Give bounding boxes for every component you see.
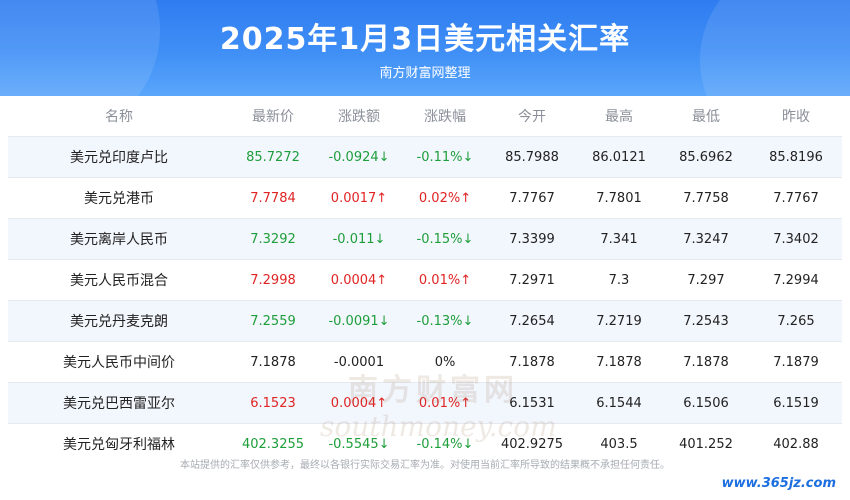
header-banner: 2025年1月3日美元相关汇率 南方财富网整理 <box>0 0 850 96</box>
cell-prev: 7.1879 <box>773 354 819 370</box>
cell-low: 85.6962 <box>662 136 750 178</box>
cell-change: -0.5545↓ <box>328 436 390 452</box>
rates-table: 名称 最新价 涨跌额 涨跌幅 今开 最高 最低 昨收 美元兑印度卢比 85.727… <box>8 96 842 464</box>
cell-high: 7.7801 <box>596 190 642 206</box>
cell-open: 7.1878 <box>509 354 555 370</box>
cell-pct: -0.11%↓ <box>402 136 488 178</box>
cell-pct: -0.13%↓ <box>402 300 488 342</box>
cell-pct: 0.02%↑ <box>418 190 472 206</box>
cell-high: 7.2719 <box>576 300 662 342</box>
cell-low: 7.7758 <box>683 190 729 206</box>
cell-change: -0.0001 <box>333 354 385 370</box>
cell-open: 7.2654 <box>488 300 576 342</box>
table-row: 美元兑印度卢比 85.7272 -0.0924↓ -0.11%↓ 85.7988 86.0… <box>8 136 842 178</box>
disclaimer-text: 本站提供的汇率仅供参考，最终以各银行实际交易汇率为准。对使用当前汇率所导致的结果… <box>180 460 670 471</box>
cell-name: 美元人民币中间价 <box>63 355 175 371</box>
col-header-change: 涨跌额 <box>338 109 380 125</box>
cell-name: 美元兑匈牙利福林 <box>63 437 175 453</box>
cell-prev: 7.2994 <box>773 272 819 288</box>
cell-high: 403.5 <box>600 436 638 452</box>
decor-circle <box>700 0 850 96</box>
cell-low: 7.1878 <box>683 354 729 370</box>
cell-name: 美元兑巴西雷亚尔 <box>8 382 230 424</box>
cell-change: 0.0004↑ <box>330 272 388 288</box>
cell-change: -0.011↓ <box>316 218 402 260</box>
cell-open: 7.2971 <box>509 272 555 288</box>
cell-low: 401.252 <box>679 436 733 452</box>
cell-change: -0.0924↓ <box>316 136 402 178</box>
col-header-pct: 涨跌幅 <box>424 109 466 125</box>
cell-name: 美元离岸人民币 <box>8 218 230 260</box>
cell-low: 7.3247 <box>662 218 750 260</box>
cell-name: 美元兑丹麦克朗 <box>8 300 230 342</box>
cell-open: 7.3399 <box>488 218 576 260</box>
site-watermark: www.365jz.com <box>721 476 836 491</box>
cell-open: 7.7767 <box>509 190 555 206</box>
cell-prev: 402.88 <box>773 436 819 452</box>
cell-prev: 6.1519 <box>750 382 842 424</box>
cell-latest: 6.1523 <box>230 382 316 424</box>
cell-pct: -0.14%↓ <box>416 436 474 452</box>
table-header-row: 名称 最新价 涨跌额 涨跌幅 今开 最高 最低 昨收 <box>8 96 842 137</box>
cell-name: 美元人民币混合 <box>70 273 168 289</box>
table-row: 美元兑丹麦克朗 7.2559 -0.0091↓ -0.13%↓ 7.2654 7.2719… <box>8 300 842 342</box>
table-row: 美元离岸人民币 7.3292 -0.011↓ -0.15%↓ 7.3399 7.341 7.… <box>8 218 842 260</box>
table-row: 美元人民币混合 7.2998 0.0004↑ 0.01%↑ 7.2971 7.3 7.297… <box>8 259 842 301</box>
cell-latest: 7.2998 <box>250 272 296 288</box>
table-row: 美元兑港币 7.7784 0.0017↑ 0.02%↑ 7.7767 7.7801 7.77… <box>8 177 842 219</box>
col-header-high: 最高 <box>605 109 633 125</box>
cell-open: 402.9275 <box>500 436 564 452</box>
decor-circle <box>0 0 160 96</box>
cell-low: 7.297 <box>687 272 725 288</box>
cell-name: 美元兑港币 <box>84 191 154 207</box>
cell-low: 7.2543 <box>662 300 750 342</box>
cell-high: 6.1544 <box>576 382 662 424</box>
page-title: 2025年1月3日美元相关汇率 <box>219 22 631 57</box>
table-row: 美元兑巴西雷亚尔 6.1523 0.0004↑ 0.01%↑ 6.1531 6.1544 6… <box>8 382 842 424</box>
cell-open: 85.7988 <box>488 136 576 178</box>
table-row: 美元人民币中间价 7.1878 -0.0001 0% 7.1878 7.1878 7.187… <box>8 341 842 383</box>
cell-pct: 0.01%↑ <box>418 272 472 288</box>
cell-latest: 7.1878 <box>250 354 296 370</box>
cell-change: 0.0017↑ <box>330 190 388 206</box>
cell-prev: 7.7767 <box>773 190 819 206</box>
cell-prev: 85.8196 <box>750 136 842 178</box>
cell-latest: 402.3255 <box>241 436 305 452</box>
cell-high: 86.0121 <box>576 136 662 178</box>
cell-latest: 85.7272 <box>230 136 316 178</box>
cell-latest: 7.2559 <box>230 300 316 342</box>
cell-high: 7.3 <box>608 272 630 288</box>
cell-latest: 7.7784 <box>250 190 296 206</box>
table-row: 美元兑匈牙利福林 402.3255 -0.5545↓ -0.14%↓ 402.9275 4… <box>8 423 842 465</box>
cell-pct: -0.15%↓ <box>402 218 488 260</box>
page-subtitle: 南方财富网整理 <box>379 66 471 81</box>
col-header-name: 名称 <box>105 109 133 125</box>
cell-prev: 7.3402 <box>750 218 842 260</box>
rates-card: 名称 最新价 涨跌额 涨跌幅 今开 最高 最低 昨收 美元兑印度卢比 85.727… <box>8 96 842 453</box>
cell-change: 0.0004↑ <box>316 382 402 424</box>
col-header-prev: 昨收 <box>782 109 810 125</box>
cell-pct: 0.01%↑ <box>402 382 488 424</box>
cell-name: 美元兑印度卢比 <box>8 136 230 178</box>
col-header-low: 最低 <box>692 109 720 125</box>
cell-open: 6.1531 <box>488 382 576 424</box>
cell-high: 7.1878 <box>596 354 642 370</box>
cell-low: 6.1506 <box>662 382 750 424</box>
col-header-open: 今开 <box>518 109 546 125</box>
cell-high: 7.341 <box>576 218 662 260</box>
col-header-latest: 最新价 <box>252 109 294 125</box>
cell-latest: 7.3292 <box>230 218 316 260</box>
cell-prev: 7.265 <box>750 300 842 342</box>
cell-change: -0.0091↓ <box>316 300 402 342</box>
cell-pct: 0% <box>434 354 456 370</box>
